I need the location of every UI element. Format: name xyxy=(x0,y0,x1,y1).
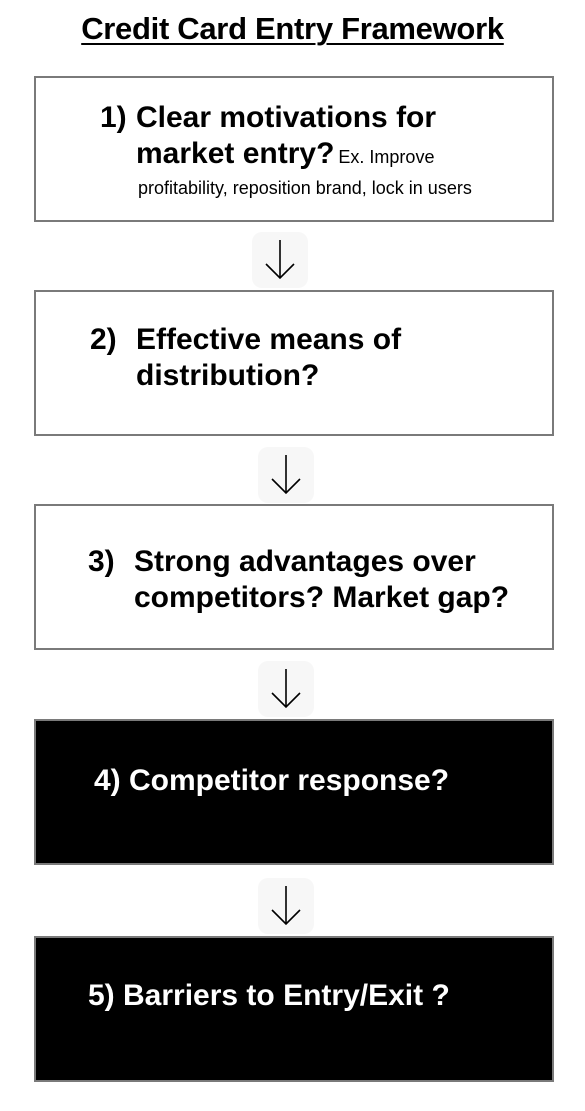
step-1-text: 1) Clear motivations for market entry? Ex… xyxy=(100,100,472,201)
step-3-question-line-1: Strong advantages over xyxy=(134,545,476,578)
step-2-question-line-2: distribution? xyxy=(136,359,320,392)
step-2-box: 2) Effective means of distribution? xyxy=(34,290,554,436)
step-2-question-line-1: Effective means of xyxy=(136,323,402,356)
arrow-down-icon xyxy=(271,669,301,709)
step-1-number: 1) xyxy=(100,101,127,134)
step-4-box: 4) Competitor response? xyxy=(34,719,554,865)
step-3-box: 3) Strong advantages over competitors? M… xyxy=(34,504,554,650)
step-3-question-line-2: competitors? Market gap? xyxy=(134,581,510,614)
step-4-text: 4) Competitor response? xyxy=(94,764,450,797)
step-1-question-line-2: market entry? xyxy=(136,137,335,170)
step-5-text: 5) Barriers to Entry/Exit ? xyxy=(88,979,450,1012)
arrow-4 xyxy=(258,878,314,934)
step-2-number: 2) xyxy=(90,323,117,356)
arrow-down-icon xyxy=(271,455,301,495)
step-1-example-line-1: Ex. Improve xyxy=(338,147,435,167)
step-3-text: 3) Strong advantages over competitors? M… xyxy=(88,544,509,616)
arrow-3 xyxy=(258,661,314,717)
arrow-1 xyxy=(252,232,308,288)
step-1-example-line-2: profitability, reposition brand, lock in… xyxy=(138,178,472,198)
step-2-text: 2) Effective means of distribution? xyxy=(90,322,401,394)
arrow-down-icon xyxy=(271,886,301,926)
arrow-2 xyxy=(258,447,314,503)
step-1-box: 1) Clear motivations for market entry? Ex… xyxy=(34,76,554,222)
arrow-down-icon xyxy=(265,240,295,280)
diagram-title: Credit Card Entry Framework xyxy=(81,11,504,46)
step-1-question-line-1: Clear motivations for xyxy=(136,101,437,134)
step-3-number: 3) xyxy=(88,545,115,578)
step-5-box: 5) Barriers to Entry/Exit ? xyxy=(34,936,554,1082)
